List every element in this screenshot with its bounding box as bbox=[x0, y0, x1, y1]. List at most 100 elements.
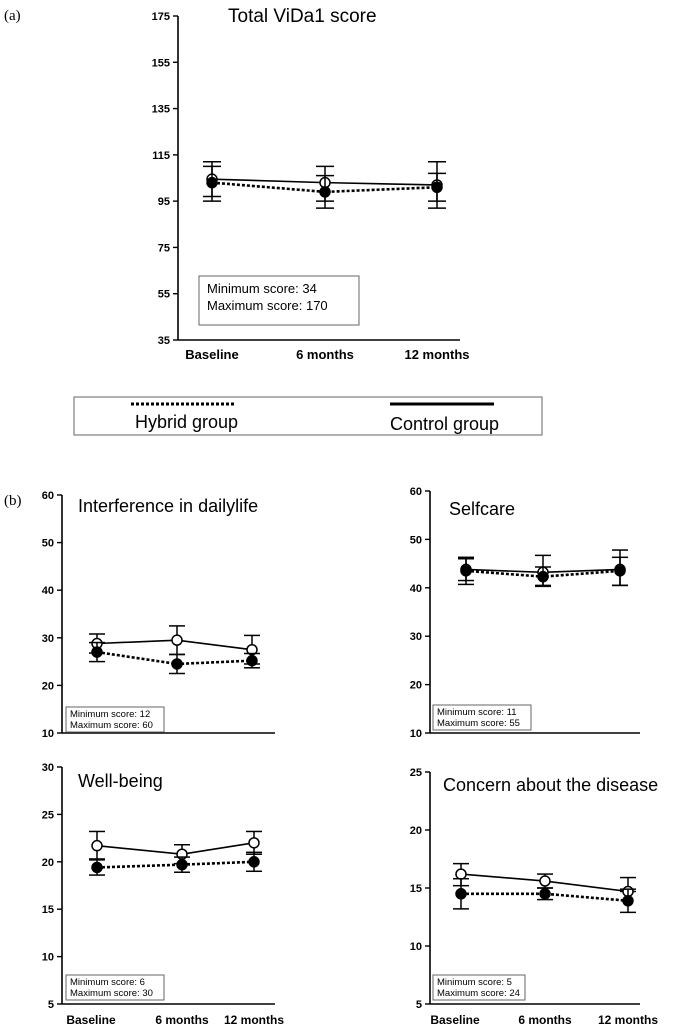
y-tick-label: 75 bbox=[158, 242, 170, 254]
x-tick-label: 12 months bbox=[224, 1013, 284, 1027]
chart-b4: 5 10 15 20 25 Baseline 6 months 12 months Concer… bbox=[410, 767, 659, 1027]
data-point bbox=[460, 565, 472, 577]
score-range-box bbox=[198, 275, 360, 326]
data-point bbox=[455, 868, 467, 880]
score-range-note: Minimum score: 34 Maximum score: 170 bbox=[198, 275, 360, 326]
x-tick-label: Baseline bbox=[66, 1013, 116, 1027]
y-tick-label: 15 bbox=[410, 883, 422, 895]
legend-control-label: Control group bbox=[390, 414, 499, 434]
y-tick-label: 55 bbox=[158, 289, 170, 301]
score-range-text: Maximum score: 60 bbox=[70, 720, 153, 731]
series-line bbox=[461, 892, 629, 903]
data-point bbox=[171, 658, 183, 670]
data-point bbox=[206, 176, 218, 189]
chart-b1: 10 20 30 40 50 60 Interference in dailylife Min… bbox=[42, 490, 275, 740]
x-tick-label: 6 months bbox=[155, 1013, 209, 1027]
y-tick-label: 5 bbox=[416, 999, 422, 1011]
y-tick-label: 175 bbox=[152, 11, 170, 23]
y-tick-label: 15 bbox=[42, 904, 54, 916]
chart-title: Concern about the disease bbox=[443, 775, 658, 795]
y-tick-label: 30 bbox=[42, 762, 54, 774]
chart-title: Selfcare bbox=[449, 499, 515, 519]
chart-b3: 5 10 15 20 25 30 Baseline 6 months 12 months Well… bbox=[42, 762, 285, 1027]
series-control bbox=[89, 830, 262, 865]
x-tick-label: 12 months bbox=[404, 347, 469, 362]
chart-title: Well-being bbox=[78, 771, 163, 791]
x-tick-label: 6 months bbox=[296, 347, 354, 362]
data-point bbox=[248, 837, 260, 849]
data-point bbox=[319, 186, 331, 198]
series-hybrid bbox=[458, 556, 628, 588]
series-hybrid bbox=[89, 851, 262, 876]
score-range-box bbox=[432, 974, 526, 1001]
y-tick-label: 60 bbox=[42, 490, 54, 502]
score-range-text: Maximum score: 24 bbox=[437, 988, 520, 999]
data-point bbox=[539, 875, 551, 887]
y-tick-label: 35 bbox=[158, 335, 170, 347]
chart-a: 35 55 75 95 115 135 155 175 Baseline 6 months 12 m… bbox=[152, 6, 470, 362]
panel-label-a: (a) bbox=[4, 8, 21, 24]
y-tick-label: 115 bbox=[152, 150, 170, 162]
score-range-text: Minimum score: 34 bbox=[207, 281, 317, 296]
score-range-text: Maximum score: 55 bbox=[437, 718, 520, 729]
series-hybrid bbox=[203, 165, 446, 209]
chart-title: Total ViDa1 score bbox=[228, 6, 377, 27]
score-range-box bbox=[65, 974, 165, 1001]
y-tick-label: 10 bbox=[410, 728, 422, 740]
data-point bbox=[537, 570, 549, 583]
data-point bbox=[431, 181, 443, 194]
score-range-text: Minimum score: 5 bbox=[437, 977, 512, 988]
y-tick-label: 135 bbox=[152, 104, 170, 116]
score-range-box bbox=[65, 706, 165, 733]
y-tick-label: 30 bbox=[42, 633, 54, 645]
y-tick-label: 50 bbox=[410, 534, 422, 546]
series-hybrid bbox=[89, 641, 260, 675]
data-point bbox=[91, 839, 103, 852]
score-range-text: Maximum score: 170 bbox=[207, 298, 328, 313]
score-range-text: Minimum score: 11 bbox=[437, 707, 517, 718]
y-tick-label: 10 bbox=[410, 941, 422, 953]
score-range-text: Minimum score: 12 bbox=[70, 709, 150, 720]
x-tick-label: 6 months bbox=[518, 1013, 572, 1027]
legend-hybrid-label: Hybrid group bbox=[135, 412, 238, 432]
legend: Hybrid group Control group bbox=[73, 396, 543, 436]
series-line bbox=[96, 860, 255, 869]
y-tick-label: 5 bbox=[48, 999, 54, 1011]
data-point bbox=[455, 888, 467, 900]
data-point bbox=[171, 634, 183, 646]
data-point bbox=[614, 565, 626, 577]
y-tick-label: 95 bbox=[158, 196, 170, 208]
y-tick-label: 10 bbox=[42, 952, 54, 964]
panel-label-b: (b) bbox=[4, 493, 22, 509]
data-point bbox=[176, 858, 188, 871]
data-point bbox=[539, 888, 551, 900]
data-point bbox=[622, 895, 634, 907]
y-tick-label: 25 bbox=[42, 809, 54, 821]
y-tick-label: 20 bbox=[42, 857, 54, 869]
data-point bbox=[91, 646, 103, 658]
y-tick-label: 25 bbox=[410, 767, 422, 779]
y-tick-label: 40 bbox=[410, 583, 422, 595]
x-tick-label: 12 months bbox=[598, 1013, 658, 1027]
y-tick-label: 155 bbox=[152, 57, 170, 69]
y-tick-label: 10 bbox=[42, 728, 54, 740]
x-tick-label: Baseline bbox=[430, 1013, 480, 1027]
data-point bbox=[248, 856, 260, 868]
series-control bbox=[89, 625, 260, 665]
data-point bbox=[246, 654, 258, 667]
data-point bbox=[91, 861, 103, 874]
score-range-text: Minimum score: 6 bbox=[70, 977, 145, 988]
y-tick-label: 30 bbox=[410, 631, 422, 643]
y-tick-label: 20 bbox=[410, 680, 422, 692]
score-range-text: Maximum score: 30 bbox=[70, 988, 153, 999]
chart-title: Interference in dailylife bbox=[78, 496, 258, 516]
series-hybrid bbox=[453, 877, 636, 914]
y-tick-label: 20 bbox=[42, 680, 54, 692]
x-tick-label: Baseline bbox=[185, 347, 238, 362]
